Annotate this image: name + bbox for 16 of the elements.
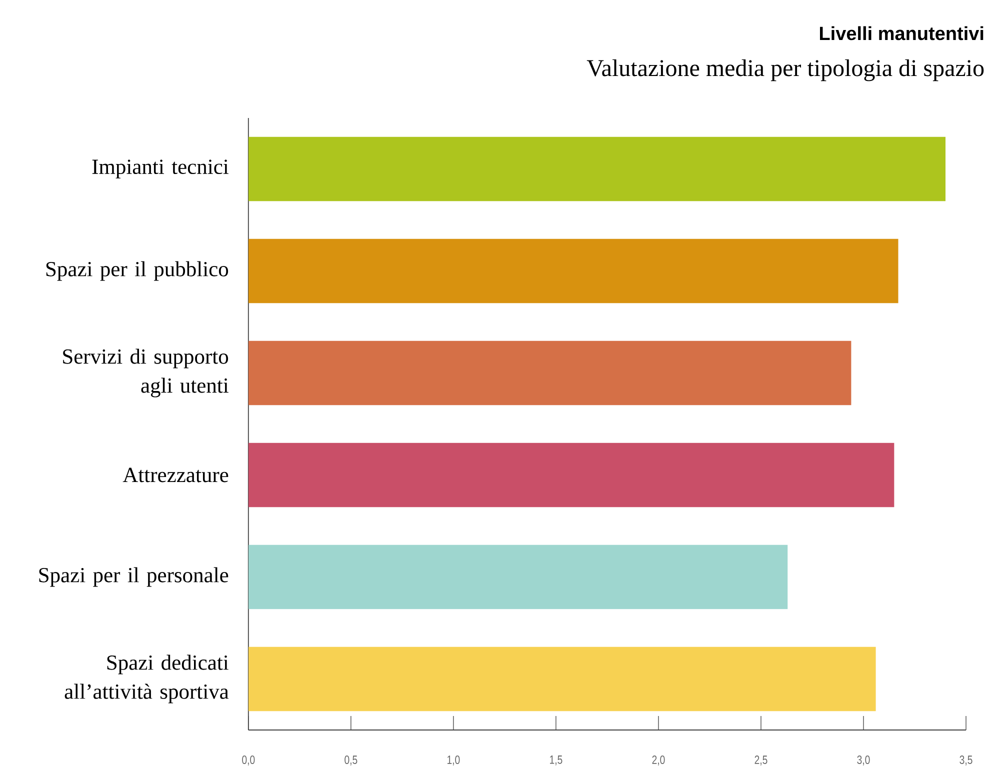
- chart-title: Livelli manutentivi: [820, 26, 984, 40]
- chart-subtitle: Valutazione media per tipologia di spazio: [586, 59, 984, 82]
- x-tick-label: 3,5: [960, 756, 972, 766]
- x-tick-label: 1,5: [550, 756, 562, 766]
- x-tick-label: 0,5: [344, 756, 358, 766]
- y-tick-label: Spazi dedicati all’attività sportiva: [64, 654, 229, 704]
- y-tick-label: Spazi per il personale: [39, 567, 228, 587]
- y-tick-label: Servizi di supporto agli utenti: [63, 348, 228, 398]
- x-tick-label: 2,5: [754, 756, 768, 766]
- x-tick-label: 0,0: [242, 756, 255, 766]
- x-tick-label: 2,0: [652, 756, 665, 766]
- y-tick-label: Spazi per il pubblico: [46, 261, 228, 281]
- x-tick-label: 1,0: [447, 756, 460, 766]
- y-tick-label: Attrezzature: [122, 468, 228, 482]
- x-tick-label: 3,0: [857, 756, 870, 766]
- y-tick-label: Impianti tecnici: [92, 160, 228, 178]
